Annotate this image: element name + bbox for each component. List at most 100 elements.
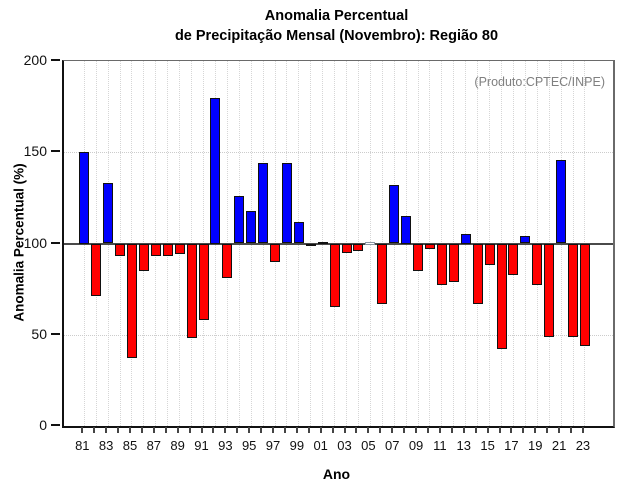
bar-97: [270, 243, 281, 262]
bar-16: [496, 243, 507, 350]
bar-06: [377, 243, 388, 304]
x-tick: [164, 427, 167, 433]
x-tick: [534, 427, 537, 433]
bar-82: [91, 243, 102, 297]
x-tick: [391, 427, 394, 433]
x-tick: [426, 427, 429, 433]
bar-94: [234, 196, 245, 244]
x-tick: [81, 427, 84, 433]
chart-title-line1: Anomalia Percentual: [264, 8, 409, 24]
x-tick: [403, 427, 406, 433]
x-tick: [355, 427, 358, 433]
x-tick-label: 87: [146, 438, 162, 453]
bar-00: [305, 243, 316, 246]
bar-13: [460, 234, 471, 244]
y-tick: [51, 59, 60, 61]
bar-20: [544, 243, 555, 337]
x-tick: [438, 427, 441, 433]
x-tick: [510, 427, 513, 433]
source-annotation: (Produto:CPTEC/INPE): [474, 75, 605, 89]
x-tick-label: 07: [384, 438, 400, 453]
bar-22: [568, 243, 579, 337]
x-tick-label: 85: [122, 438, 138, 453]
x-tick: [415, 427, 418, 433]
x-tick-label: 01: [313, 438, 328, 453]
bar-93: [222, 243, 233, 279]
x-tick: [558, 427, 561, 433]
x-tick: [283, 427, 286, 433]
x-tick: [319, 427, 322, 433]
y-tick-label: 50: [31, 325, 47, 342]
bar-98: [281, 163, 292, 244]
x-tick-label: 83: [98, 438, 114, 453]
bar-21: [556, 159, 567, 244]
bar-10: [424, 243, 435, 249]
x-tick: [462, 427, 465, 433]
x-tick-label: 97: [265, 438, 281, 453]
x-tick-label: 21: [551, 438, 567, 453]
x-tick: [200, 427, 203, 433]
y-tick-label: 100: [23, 234, 47, 251]
x-tick-label: 89: [170, 438, 185, 453]
x-tick: [570, 427, 573, 433]
x-tick-label: 23: [575, 438, 591, 453]
x-tick-label: 17: [504, 438, 519, 453]
x-tick-label: 03: [337, 438, 352, 453]
x-tick: [581, 427, 584, 433]
bar-18: [520, 236, 531, 244]
y-tick: [51, 241, 60, 244]
bar-23: [579, 243, 590, 346]
bar-87: [150, 243, 161, 257]
y-tick: [51, 150, 60, 153]
horizontal-gridline: [64, 334, 613, 336]
x-tick: [248, 427, 251, 433]
bar-07: [389, 185, 400, 244]
x-tick: [546, 427, 549, 433]
x-tick: [522, 427, 525, 433]
plot-area: (Produto:CPTEC/INPE): [62, 60, 615, 428]
y-tick: [51, 332, 60, 335]
x-tick: [450, 427, 453, 433]
y-tick-label: 0: [39, 417, 47, 433]
bar-19: [532, 243, 543, 286]
x-tick: [93, 427, 96, 433]
bar-03: [341, 243, 352, 253]
x-tick: [379, 427, 382, 433]
x-tick: [474, 427, 477, 433]
chart-title-line2: de Precipitação Mensal (Novembro): Regiã…: [174, 28, 499, 44]
x-tick: [140, 427, 143, 433]
x-tick: [176, 427, 179, 433]
x-tick-label: 81: [75, 438, 90, 453]
bar-14: [472, 243, 483, 304]
x-tick-label: 13: [456, 438, 471, 453]
bar-15: [484, 243, 495, 266]
x-tick: [188, 427, 191, 433]
bar-11: [436, 243, 447, 286]
x-tick: [105, 427, 108, 433]
bar-02: [329, 243, 340, 308]
x-tick: [224, 427, 227, 433]
y-tick-label: 150: [23, 143, 47, 160]
bar-95: [246, 210, 257, 244]
bar-05: [365, 241, 376, 245]
bar-83: [103, 183, 114, 244]
x-tick-label: 11: [433, 438, 447, 453]
bar-01: [317, 241, 328, 244]
bar-09: [413, 243, 424, 271]
x-tick-label: 93: [218, 438, 233, 453]
bar-96: [258, 163, 269, 244]
bar-88: [162, 243, 173, 257]
x-tick-label: 95: [241, 438, 257, 453]
bar-08: [401, 216, 412, 244]
x-tick-label: 99: [289, 438, 305, 453]
bar-92: [210, 97, 221, 244]
y-tick: [51, 424, 60, 426]
bar-84: [115, 243, 126, 257]
x-tick: [236, 427, 239, 433]
x-tick: [128, 427, 131, 433]
x-tick: [212, 427, 215, 433]
bar-86: [138, 243, 149, 271]
x-tick: [367, 427, 370, 433]
bar-91: [198, 243, 209, 321]
